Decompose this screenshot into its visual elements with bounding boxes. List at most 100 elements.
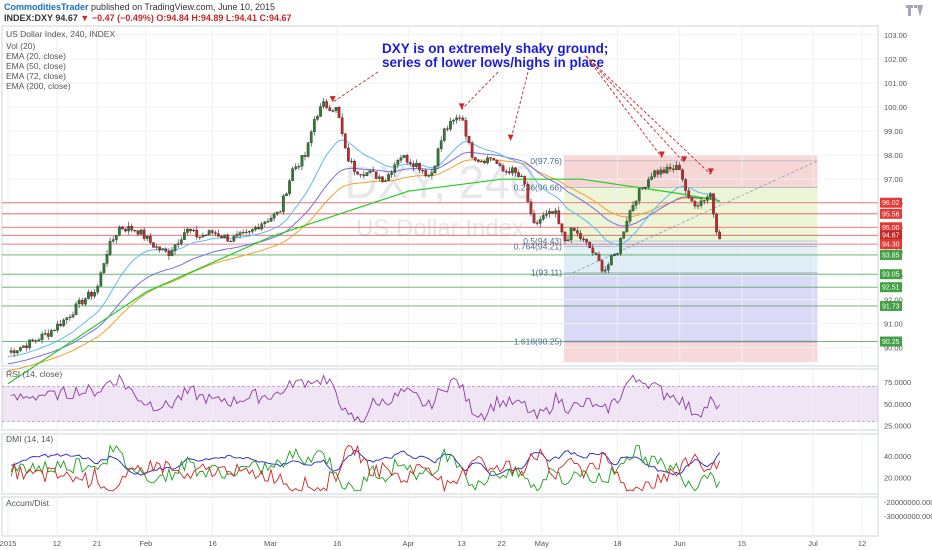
candle-body bbox=[387, 174, 390, 181]
annotation-arrowhead bbox=[507, 134, 514, 141]
fib-level-label: 0(97.76) bbox=[530, 156, 562, 166]
candle-body bbox=[19, 347, 22, 351]
legend-title[interactable]: US Dollar Index, 240, INDEX bbox=[6, 29, 115, 39]
candle-body bbox=[665, 166, 669, 174]
candle-body bbox=[520, 175, 523, 178]
legend-vol[interactable]: Vol (20) bbox=[6, 41, 35, 51]
candle-body bbox=[384, 180, 387, 182]
candle-body bbox=[201, 235, 205, 238]
candle-body bbox=[365, 172, 369, 177]
candle-body bbox=[449, 121, 452, 130]
candle-body bbox=[585, 238, 588, 243]
legend-ema50[interactable]: EMA (50, close) bbox=[6, 61, 66, 71]
candle-body bbox=[452, 119, 455, 122]
annotation-arrow bbox=[585, 55, 712, 175]
y-tick-label: 103.00 bbox=[884, 31, 907, 40]
accum-pane-title[interactable]: Accum/Dist bbox=[6, 498, 50, 508]
annotation-arrow bbox=[332, 71, 379, 103]
candle-body bbox=[37, 339, 41, 341]
candle-body bbox=[189, 228, 192, 232]
candle-body bbox=[545, 213, 548, 216]
candle-body bbox=[610, 255, 613, 265]
publisher-line: CommoditiesTrader published on TradingVi… bbox=[4, 2, 275, 12]
candle-body bbox=[65, 317, 69, 321]
candle-body bbox=[619, 238, 623, 254]
legend-ema200[interactable]: EMA (200, close) bbox=[6, 81, 71, 91]
candle-body bbox=[640, 187, 644, 189]
candle-body bbox=[347, 147, 350, 162]
candle-body bbox=[634, 200, 638, 206]
candle-body bbox=[551, 211, 554, 214]
x-tick-label: 16 bbox=[208, 539, 216, 548]
candle-body bbox=[263, 221, 267, 224]
rsi-pane-title[interactable]: RSI (14, close) bbox=[6, 369, 62, 379]
candle-body bbox=[288, 180, 291, 194]
candle-body bbox=[337, 107, 341, 118]
rsi-tick-label: 75.0000 bbox=[884, 378, 911, 387]
candle-body bbox=[678, 165, 681, 171]
candle-body bbox=[628, 210, 632, 222]
x-tick-label: 16 bbox=[333, 539, 341, 548]
candle-body bbox=[362, 174, 366, 177]
rsi-tick-label: 50.0000 bbox=[884, 400, 911, 409]
candle-body bbox=[371, 170, 375, 172]
candle-body bbox=[613, 254, 616, 257]
legend-ema20[interactable]: EMA (20, close) bbox=[6, 51, 66, 61]
ema200-line bbox=[7, 178, 720, 385]
candle-body bbox=[480, 161, 483, 163]
candle-body bbox=[557, 210, 561, 224]
candle-body bbox=[145, 235, 149, 239]
candle-body bbox=[343, 133, 347, 149]
price-level-tag bbox=[880, 249, 902, 260]
x-tick-label: 12 bbox=[858, 539, 866, 548]
candle-body bbox=[517, 172, 520, 177]
dmi-tick-label: 20.0000 bbox=[884, 474, 911, 483]
candle-body bbox=[68, 316, 72, 318]
x-tick-label: May bbox=[535, 539, 549, 548]
candle-body bbox=[486, 157, 489, 164]
candle-body bbox=[40, 333, 44, 341]
candle-body bbox=[498, 163, 502, 166]
x-tick-label: Jul bbox=[808, 539, 818, 548]
dmi-pane-title[interactable]: DMI (14, 14) bbox=[6, 434, 53, 444]
candle-body bbox=[603, 269, 607, 272]
x-tick-label: 21 bbox=[93, 539, 101, 548]
price-level-tag-label: 94.30 bbox=[882, 242, 900, 249]
candle-body bbox=[312, 119, 316, 132]
candle-body bbox=[25, 345, 28, 349]
author-link[interactable]: CommoditiesTrader bbox=[4, 2, 89, 12]
candle-body bbox=[591, 247, 595, 254]
legend-ema72[interactable]: EMA (72, close) bbox=[6, 71, 66, 81]
candle-body bbox=[74, 303, 78, 315]
x-tick-label: 22 bbox=[498, 539, 506, 548]
candle-body bbox=[223, 234, 226, 239]
pane-dmi[interactable] bbox=[1, 433, 879, 495]
candle-body bbox=[130, 226, 134, 231]
symbol-label[interactable]: INDEX:DXY bbox=[4, 13, 53, 23]
candle-body bbox=[644, 186, 647, 189]
x-tick-label: 2015 bbox=[0, 539, 16, 548]
annotation-line-2[interactable]: series of lower lows/highs in place bbox=[382, 55, 605, 70]
candle-body bbox=[319, 106, 322, 117]
candle-body bbox=[622, 231, 626, 239]
candle-body bbox=[405, 155, 409, 163]
candle-body bbox=[575, 230, 579, 234]
candle-body bbox=[77, 300, 81, 305]
candle-body bbox=[396, 160, 400, 165]
pane-accum[interactable] bbox=[1, 496, 879, 537]
candle-body bbox=[124, 228, 127, 232]
candle-body bbox=[563, 231, 567, 242]
tradingview-logo-icon[interactable] bbox=[906, 3, 924, 19]
candle-body bbox=[390, 172, 394, 175]
candle-body bbox=[155, 246, 158, 248]
annotation-line-1[interactable]: DXY is on extremely shaky ground; bbox=[382, 41, 608, 56]
candle-body bbox=[687, 190, 691, 198]
candle-body bbox=[415, 163, 418, 167]
annotation-arrow bbox=[585, 55, 663, 158]
annotation-arrow bbox=[461, 71, 499, 110]
candle-body bbox=[600, 260, 604, 272]
candle-body bbox=[46, 333, 50, 337]
candle-body bbox=[569, 227, 573, 240]
candle-body bbox=[9, 350, 13, 353]
